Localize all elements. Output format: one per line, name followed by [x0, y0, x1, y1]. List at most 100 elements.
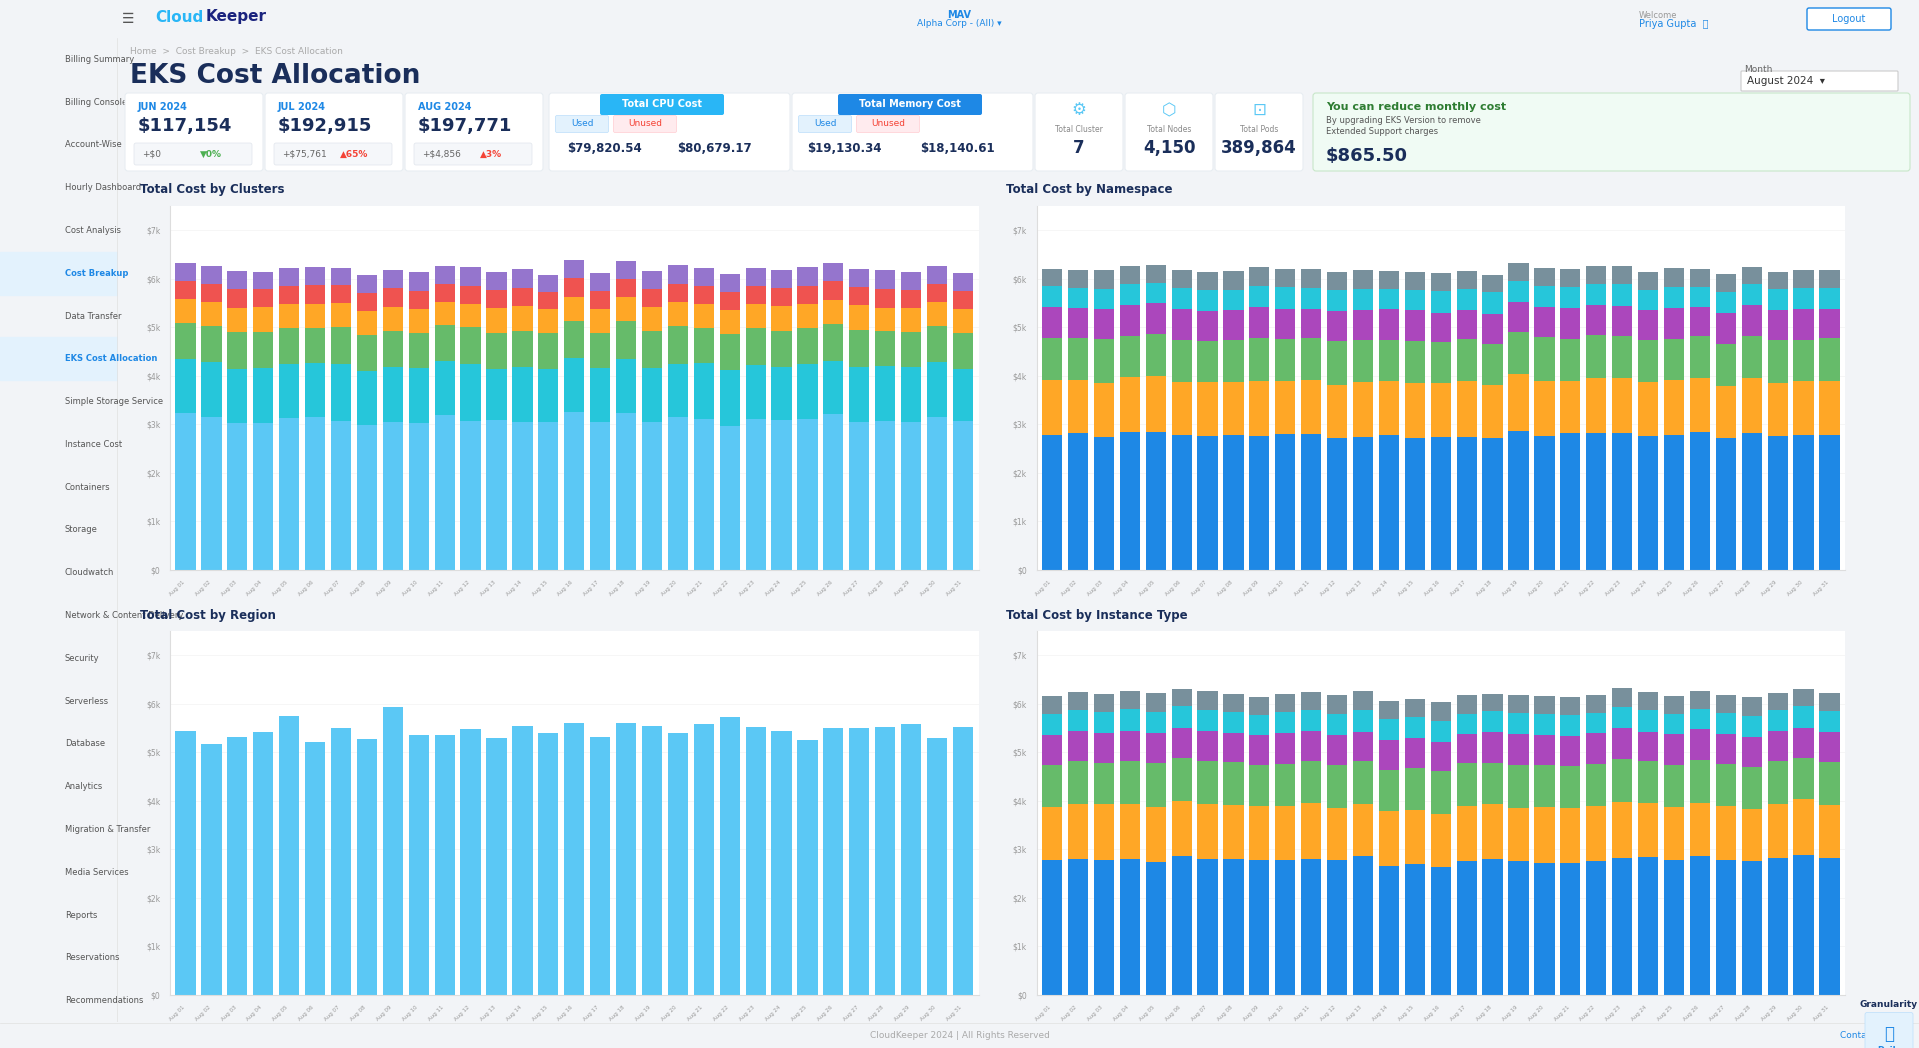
Bar	[1146, 861, 1167, 995]
Bar	[1328, 765, 1347, 808]
Bar	[1197, 691, 1219, 709]
Bar	[461, 267, 480, 286]
Bar	[1664, 380, 1685, 435]
Bar	[1457, 309, 1478, 340]
Bar	[486, 271, 507, 290]
Bar	[382, 269, 403, 288]
Text: Billing Console: Billing Console	[65, 97, 127, 107]
Bar	[1094, 733, 1115, 763]
Text: ⬡: ⬡	[1161, 101, 1176, 119]
Bar	[1794, 727, 1813, 758]
Bar	[357, 371, 376, 425]
Bar	[201, 266, 221, 284]
Text: 📅: 📅	[1884, 1026, 1894, 1044]
Bar	[1587, 305, 1606, 334]
Bar	[746, 365, 766, 419]
Bar	[850, 269, 869, 287]
Bar	[253, 307, 272, 331]
Bar	[1767, 340, 1789, 383]
Bar	[1508, 695, 1529, 713]
Bar	[201, 417, 221, 570]
Text: 7: 7	[1073, 139, 1084, 157]
Bar	[1380, 701, 1399, 719]
Bar	[1716, 714, 1737, 735]
Bar	[1197, 383, 1219, 436]
Bar	[330, 303, 351, 327]
Bar	[1483, 733, 1503, 763]
Bar	[1094, 309, 1115, 340]
Bar	[1664, 714, 1685, 734]
Text: EKS Cost Allocation: EKS Cost Allocation	[130, 63, 420, 89]
Bar	[771, 288, 793, 306]
Bar	[954, 369, 973, 421]
FancyBboxPatch shape	[839, 94, 983, 115]
Bar	[641, 368, 662, 421]
Bar	[1535, 380, 1554, 436]
Bar	[1274, 309, 1295, 340]
Bar	[1691, 336, 1710, 378]
Bar	[1639, 290, 1658, 310]
Bar	[1094, 859, 1115, 995]
Bar	[175, 323, 196, 358]
Bar	[1767, 709, 1789, 730]
Bar	[226, 369, 248, 423]
Bar	[357, 275, 376, 292]
Bar	[1742, 305, 1762, 335]
Bar	[1146, 264, 1167, 283]
Text: Granularity: Granularity	[1860, 1000, 1919, 1009]
Text: EKS Cost Allocation: EKS Cost Allocation	[65, 354, 157, 364]
Text: By upgrading EKS Version to remove
Extended Support charges: By upgrading EKS Version to remove Exten…	[1326, 116, 1481, 135]
Bar	[668, 265, 689, 284]
Text: Total Nodes: Total Nodes	[1148, 126, 1192, 134]
Bar	[1171, 706, 1192, 727]
Bar	[1146, 283, 1167, 303]
Bar	[1171, 309, 1192, 340]
Bar	[875, 331, 896, 367]
Bar	[720, 717, 741, 995]
Bar	[589, 309, 610, 332]
Bar	[1249, 806, 1270, 859]
Bar	[1587, 266, 1606, 284]
Bar	[564, 723, 585, 995]
Bar	[1222, 763, 1244, 805]
Bar	[1483, 275, 1503, 292]
Bar	[798, 365, 817, 419]
Bar	[1328, 808, 1347, 859]
FancyBboxPatch shape	[1313, 93, 1909, 171]
Bar	[1483, 763, 1503, 804]
Bar	[1457, 340, 1478, 381]
Bar	[850, 305, 869, 330]
Bar	[1560, 863, 1581, 995]
Bar	[1767, 310, 1789, 340]
Bar	[693, 419, 714, 570]
Bar	[1119, 709, 1140, 730]
Bar	[1042, 697, 1061, 715]
Text: $197,771: $197,771	[418, 117, 512, 135]
Bar	[1405, 341, 1426, 384]
Bar	[175, 299, 196, 323]
Bar	[1508, 861, 1529, 995]
Bar	[1353, 289, 1374, 309]
Bar	[564, 278, 585, 297]
Bar	[382, 368, 403, 422]
Text: Cloud: Cloud	[155, 9, 203, 24]
Bar	[1353, 270, 1374, 289]
Bar	[1794, 340, 1813, 381]
Bar	[1691, 760, 1710, 804]
Bar	[1794, 706, 1813, 727]
Bar	[1819, 805, 1840, 857]
Bar	[1587, 433, 1606, 570]
Bar	[382, 307, 403, 331]
Bar	[1664, 287, 1685, 308]
Bar	[1794, 758, 1813, 800]
Bar	[0, 337, 117, 380]
Bar	[1222, 694, 1244, 712]
Bar	[1042, 337, 1061, 380]
Bar	[1171, 856, 1192, 995]
Bar	[1639, 732, 1658, 761]
Bar	[1639, 856, 1658, 995]
Bar	[461, 421, 480, 570]
Bar	[1716, 696, 1737, 714]
Bar	[1691, 432, 1710, 570]
Bar	[201, 744, 221, 995]
